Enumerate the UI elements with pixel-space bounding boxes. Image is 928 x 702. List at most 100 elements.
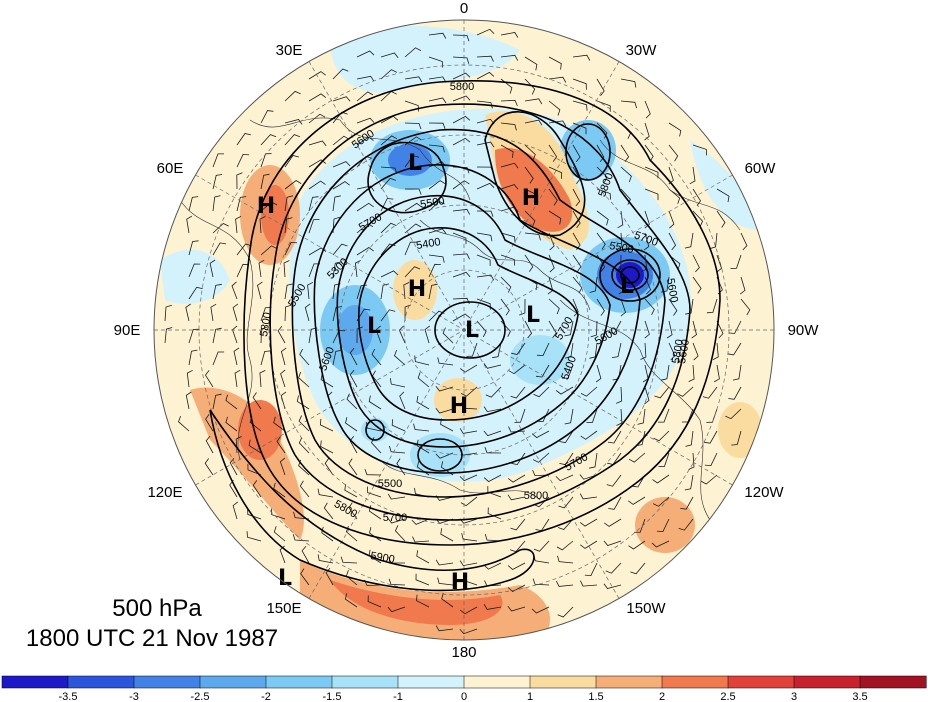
wind-barb (557, 606, 574, 618)
wind-barb (572, 298, 579, 317)
wind-barb (684, 474, 694, 491)
wind-barb (706, 298, 718, 314)
wind-barb (236, 133, 251, 146)
graticule (154, 20, 774, 640)
wind-barb (186, 215, 193, 234)
wind-barb (500, 122, 517, 131)
wind-barb (452, 72, 471, 80)
colorbar-tick-label: -2 (261, 691, 271, 702)
wind-barb (252, 392, 262, 410)
wind-barb (476, 210, 494, 217)
wind-barb (531, 430, 550, 439)
wind-barb (596, 188, 611, 200)
wind-barb (572, 54, 591, 61)
wind-barb (596, 122, 608, 139)
wind-barb (332, 261, 342, 278)
wind-barb (731, 430, 742, 446)
wind-barb (688, 452, 695, 470)
wind-barb (508, 364, 526, 375)
wind-barb (452, 115, 471, 124)
wind-barb (452, 137, 471, 146)
wind-barb (236, 196, 247, 212)
wind-barb (414, 355, 430, 366)
wind-barb (212, 153, 224, 168)
wind-barb (476, 141, 495, 148)
height-contours (209, 80, 721, 592)
wind-barb (212, 327, 222, 344)
wind-barb (691, 320, 697, 339)
wind-barb (304, 303, 311, 322)
wind-barb (535, 364, 550, 378)
wind-barb (415, 573, 430, 586)
wind-barb (640, 342, 647, 360)
wind-barb (437, 577, 454, 586)
wind-barb (620, 78, 637, 88)
wind-barb (279, 457, 286, 476)
wind-barb (307, 281, 314, 300)
wind-barb (500, 32, 519, 38)
lon-label-0: 0 (460, 0, 468, 17)
wind-barb (507, 605, 526, 612)
wind-barb (604, 518, 622, 527)
wind-barb (548, 100, 561, 116)
wind-barb (572, 78, 587, 90)
wind-barb (317, 554, 334, 564)
wind-barb (346, 393, 358, 410)
wind-barb (532, 469, 550, 477)
wind-barb (404, 202, 422, 212)
wind-barb (452, 313, 471, 322)
wind-barb (476, 232, 493, 242)
wind-barb (259, 370, 266, 388)
wind-barb (500, 276, 512, 293)
wind-barb (740, 298, 751, 316)
wind-barb (483, 363, 502, 369)
colorbar-tick-label: -1 (393, 691, 403, 702)
wind-barb (732, 364, 742, 381)
wind-barb (668, 210, 675, 229)
lon-label-150e: 150E (266, 600, 301, 617)
wind-barb (511, 342, 526, 355)
wind-barb (292, 534, 310, 542)
wind-barb (716, 210, 726, 228)
wind-barb (476, 100, 493, 109)
wind-barb (580, 540, 598, 549)
wind-barb (548, 120, 567, 127)
wind-barb (459, 428, 478, 434)
wind-barb (636, 430, 646, 446)
wind-barb (739, 276, 746, 295)
wind-barb (428, 228, 447, 234)
wind-barb (356, 75, 375, 82)
wind-barb (356, 202, 374, 212)
wind-barb (321, 526, 334, 542)
wind-barb (689, 166, 696, 185)
wind-barb (510, 386, 526, 399)
wind-barb (435, 559, 454, 566)
wind-barb (356, 247, 374, 256)
colorbar-tick-label: 3 (791, 691, 797, 702)
wind-barb (365, 422, 382, 432)
wind-barb (332, 68, 349, 80)
wind-barb (284, 90, 301, 102)
wind-barb (452, 95, 471, 102)
wind-barb (500, 99, 518, 107)
wind-barb (608, 496, 622, 510)
wind-barb (595, 364, 602, 383)
colorbar-tick-label: 1.5 (588, 691, 603, 702)
wind-barb (460, 402, 478, 410)
wind-barb (460, 364, 478, 373)
wind-barb (589, 342, 598, 359)
wind-barb (508, 426, 526, 433)
low-center-marker: L (620, 274, 634, 299)
wind-barb (271, 508, 286, 520)
wind-barb (533, 540, 550, 552)
map-border (153, 19, 775, 641)
wind-barb (725, 408, 742, 420)
wind-barb (596, 166, 608, 183)
wind-barb (380, 135, 398, 146)
wind-barb (564, 320, 574, 337)
wind-barb (536, 408, 550, 423)
level-label: 500 hPa (112, 595, 202, 622)
contour-label: 5800 (450, 81, 474, 93)
wind-barb (356, 136, 374, 146)
wind-barb (548, 144, 558, 162)
